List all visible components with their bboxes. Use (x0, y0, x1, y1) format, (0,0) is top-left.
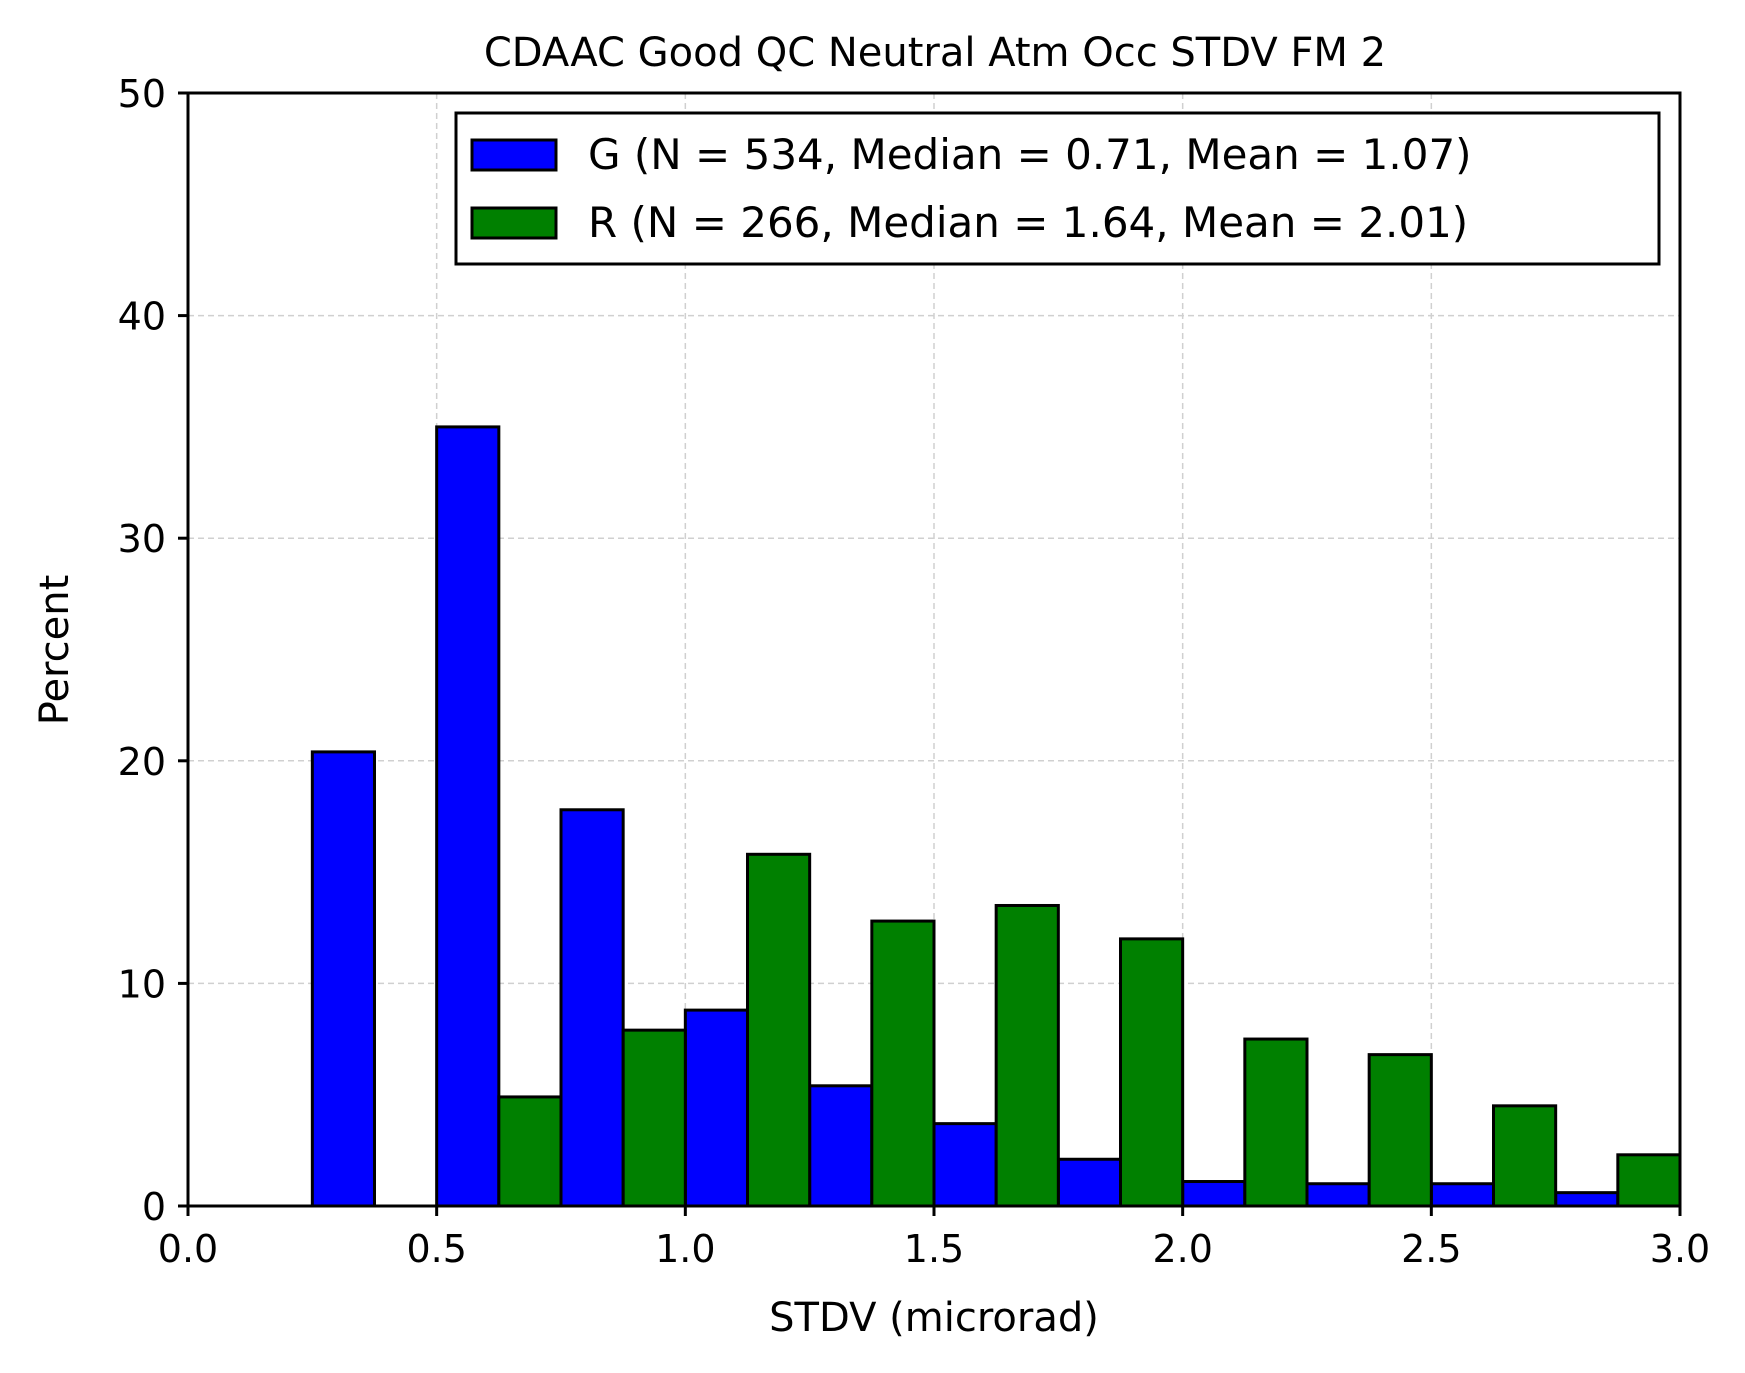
y-tick-label: 10 (118, 962, 166, 1006)
bar-r (994, 903, 1060, 1208)
x-axis: 0.0 0.5 1.0 1.5 2.0 2.5 3.0 (158, 1206, 1710, 1271)
legend-swatch-r (470, 206, 558, 240)
x-axis-label: STDV (microrad) (769, 1295, 1099, 1341)
bars-group (310, 425, 1682, 1208)
bar-r (746, 852, 812, 1208)
bar-r (1616, 1153, 1682, 1208)
y-tick-label: 20 (118, 740, 166, 784)
legend-label-g: G (N = 534, Median = 0.71, Mean = 1.07) (588, 130, 1472, 179)
bar-g (1554, 1191, 1620, 1208)
legend-swatch-g (470, 138, 558, 172)
bar-r (621, 1028, 687, 1208)
y-axis-label: Percent (32, 575, 78, 726)
y-tick-label: 30 (118, 517, 166, 561)
y-tick-label: 50 (118, 72, 166, 116)
grid-lines (188, 93, 1680, 1206)
chart-title: CDAAC Good QC Neutral Atm Occ STDV FM 2 (484, 30, 1386, 76)
bar-r (1119, 937, 1185, 1208)
bar-r (1243, 1037, 1309, 1208)
y-tick-label: 40 (118, 295, 166, 339)
x-tick-label: 0.0 (158, 1227, 218, 1271)
bar-g (1429, 1182, 1496, 1208)
bar-g (932, 1122, 998, 1208)
y-tick-label: 0 (142, 1185, 166, 1229)
bar-g (435, 425, 501, 1208)
legend-frame (454, 111, 1661, 266)
bar-g (310, 750, 377, 1208)
bar-g (683, 1008, 749, 1208)
x-tick-label: 2.5 (1401, 1227, 1461, 1271)
y-axis: 0 10 20 30 40 50 (118, 72, 188, 1229)
x-tick-label: 3.0 (1650, 1227, 1710, 1271)
legend: G (N = 534, Median = 0.71, Mean = 1.07) … (454, 111, 1661, 266)
bar-g (559, 808, 625, 1208)
legend-label-r: R (N = 266, Median = 1.64, Mean = 2.01) (588, 198, 1468, 247)
x-tick-label: 1.5 (904, 1227, 964, 1271)
bar-g (1305, 1182, 1371, 1208)
bar-r (1367, 1053, 1433, 1208)
bar-r (497, 1095, 563, 1208)
x-tick-label: 1.0 (655, 1227, 715, 1271)
bar-g (808, 1084, 874, 1208)
bar-r (1492, 1104, 1558, 1208)
bar-g (1056, 1157, 1123, 1208)
bar-g (1181, 1180, 1247, 1208)
x-tick-label: 2.0 (1152, 1227, 1212, 1271)
x-tick-label: 0.5 (406, 1227, 466, 1271)
bar-r (870, 919, 936, 1208)
